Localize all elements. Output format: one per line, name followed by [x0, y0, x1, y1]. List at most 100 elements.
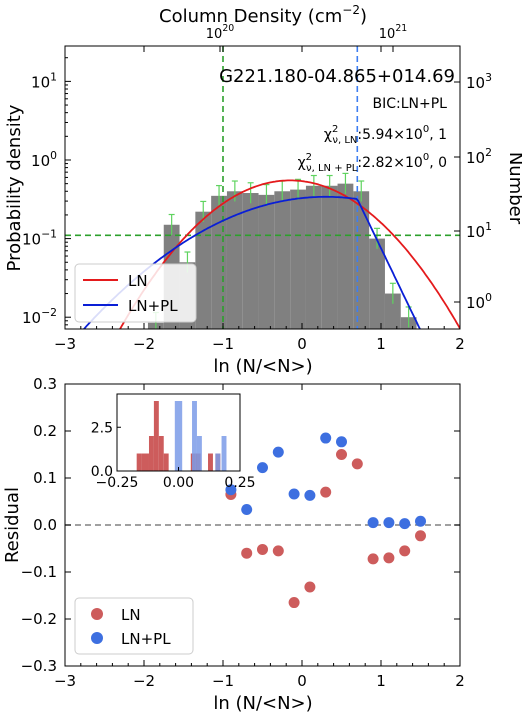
histogram-bar [211, 195, 227, 329]
inset-bar-lnpl [221, 436, 227, 471]
bic-annotation: BIC:LN+PL [373, 96, 448, 112]
residual-point-ln [399, 545, 411, 557]
legend-ln-marker [91, 608, 103, 620]
x-tick-label: 2 [455, 335, 465, 353]
x-tick-label: 0 [297, 672, 307, 690]
residual-point-ln [415, 530, 426, 542]
legend-lnpl-label: LN+PL [128, 297, 178, 315]
legend-ln-label: LN [128, 272, 148, 290]
histogram-bar [242, 193, 259, 329]
pdf-panel: −3 −2 −1 0 1 2 10−2 10−1 100 101 100 101 102 103 10… [4, 3, 522, 377]
histogram-bar [321, 185, 338, 329]
histogram-bar [384, 293, 401, 329]
inset-bar-lnpl [215, 453, 221, 471]
inset-x-tick-label: 0.00 [163, 475, 194, 491]
pdf-x-ticks: −3 −2 −1 0 1 2 [54, 46, 465, 353]
pdf-y-ticks-right: 100 101 102 103 [454, 71, 492, 312]
x-tick-label: −2 [133, 672, 155, 690]
inset-x-tick-label: −0.25 [96, 475, 139, 491]
histogram-bar [290, 189, 306, 329]
residual-y-ticks: −0.3 −0.2 −0.1 0.0 0.1 0.2 0.3 [21, 375, 460, 675]
y-tick-label: 100 [31, 149, 57, 170]
y-tick-label: 101 [31, 70, 57, 91]
x-tick-label: −3 [54, 335, 76, 353]
inset-bar-ln [153, 401, 159, 471]
residual-point-lnpl [288, 488, 300, 500]
y-tick-label: 0.3 [33, 375, 57, 393]
pdf-y-axis-label: Probability density [4, 104, 25, 271]
pdf-axes-frame [64, 45, 461, 330]
residual-legend-frame [74, 597, 194, 655]
residual-point-ln [272, 545, 284, 557]
inset-y-tick-label: 0.0 [91, 464, 113, 480]
y-tick-label: 10−2 [22, 306, 57, 327]
inset-y-ticks: 0.0 2.5 [91, 420, 121, 480]
residual-point-ln [367, 553, 379, 565]
chi-ln-annotation: χ2 ν, LN:5.94×100, 1 [324, 124, 447, 146]
residual-point-lnpl [257, 462, 268, 474]
histogram-bar [195, 211, 212, 329]
residual-y-axis-label: Residual [2, 487, 23, 563]
inset-bar-lnpl [192, 401, 197, 471]
histogram-bar [353, 191, 370, 329]
pdf-x-axis-label: ln (N/<N>) [213, 356, 312, 377]
residual-point-ln [351, 458, 363, 470]
chart-title: G221.180-04.865+014.69 [219, 66, 455, 87]
inset-bar-lnpl [174, 401, 183, 471]
inset-bar-ln [141, 453, 149, 471]
inset-bar-ln [148, 436, 154, 471]
right-tick-label: 102 [466, 146, 492, 167]
inset-x-tick-label: 0.25 [224, 475, 255, 491]
residual-point-ln [241, 547, 253, 559]
residual-point-lnpl [336, 436, 347, 448]
residual-point-lnpl [225, 484, 237, 496]
right-tick-label: 100 [466, 291, 492, 312]
inset-x-ticks: −0.25 0.00 0.25 [96, 467, 256, 491]
residual-point-lnpl [241, 503, 253, 515]
top-tick-label: 1020 [206, 23, 234, 42]
pdf-legend-frame [74, 263, 197, 323]
residual-point-lnpl [367, 517, 379, 529]
pdf-y-ticks-left: 10−2 10−1 100 101 [22, 57, 71, 327]
residual-legend: LN LN+PL [74, 597, 194, 655]
residual-point-lnpl [272, 446, 284, 458]
histogram-bars [147, 183, 417, 329]
residual-panel: −3 −2 −1 0 1 2 −0.3 −0.2 −0.1 0.0 0.1 0.2 0.3 ln (N… [2, 375, 465, 714]
column-density-axis-label: Column Density (cm−2) [159, 3, 367, 27]
y-tick-label: −0.3 [21, 657, 57, 675]
inset-bar-ln [163, 453, 169, 471]
y-tick-label: 10−1 [22, 228, 57, 249]
x-tick-label: 2 [455, 672, 465, 690]
residual-points [225, 432, 426, 609]
residual-point-lnpl [383, 517, 395, 529]
histogram-bar [274, 191, 291, 329]
residual-point-lnpl [304, 489, 316, 501]
residual-x-ticks: −3 −2 −1 0 1 2 [54, 384, 465, 690]
legend-lnpl-label: LN+PL [121, 630, 171, 648]
residual-point-lnpl [399, 518, 411, 530]
x-tick-label: 0 [297, 335, 307, 353]
residual-point-ln [304, 581, 316, 593]
residual-inset: −0.25 0.00 0.25 0.0 2.5 [91, 393, 256, 491]
histogram-bar [369, 238, 385, 329]
right-tick-label: 103 [466, 71, 492, 92]
histogram-bar [337, 183, 354, 329]
y-tick-label: −0.1 [21, 563, 57, 581]
residual-point-ln [383, 552, 395, 564]
inset-bar-lnpl [196, 436, 202, 471]
inset-bar-ln [208, 453, 213, 471]
reference-lines [65, 46, 460, 329]
residual-x-axis-label: ln (N/<N>) [213, 693, 312, 714]
chi-lnpl-annotation: χ2 ν, LN + PL:2.82×100, 0 [298, 152, 447, 174]
y-tick-label: 0.0 [33, 516, 57, 534]
legend-ln-label: LN [121, 606, 141, 624]
residual-point-ln [336, 449, 347, 460]
column-density-ticks: 1020 1021 [206, 23, 407, 52]
legend-lnpl-marker [91, 632, 103, 644]
histogram-bar [305, 185, 322, 329]
number-axis-label: Number [505, 152, 522, 225]
residual-point-lnpl [320, 432, 332, 444]
x-tick-label: 1 [376, 672, 386, 690]
y-tick-label: −0.2 [21, 610, 57, 628]
